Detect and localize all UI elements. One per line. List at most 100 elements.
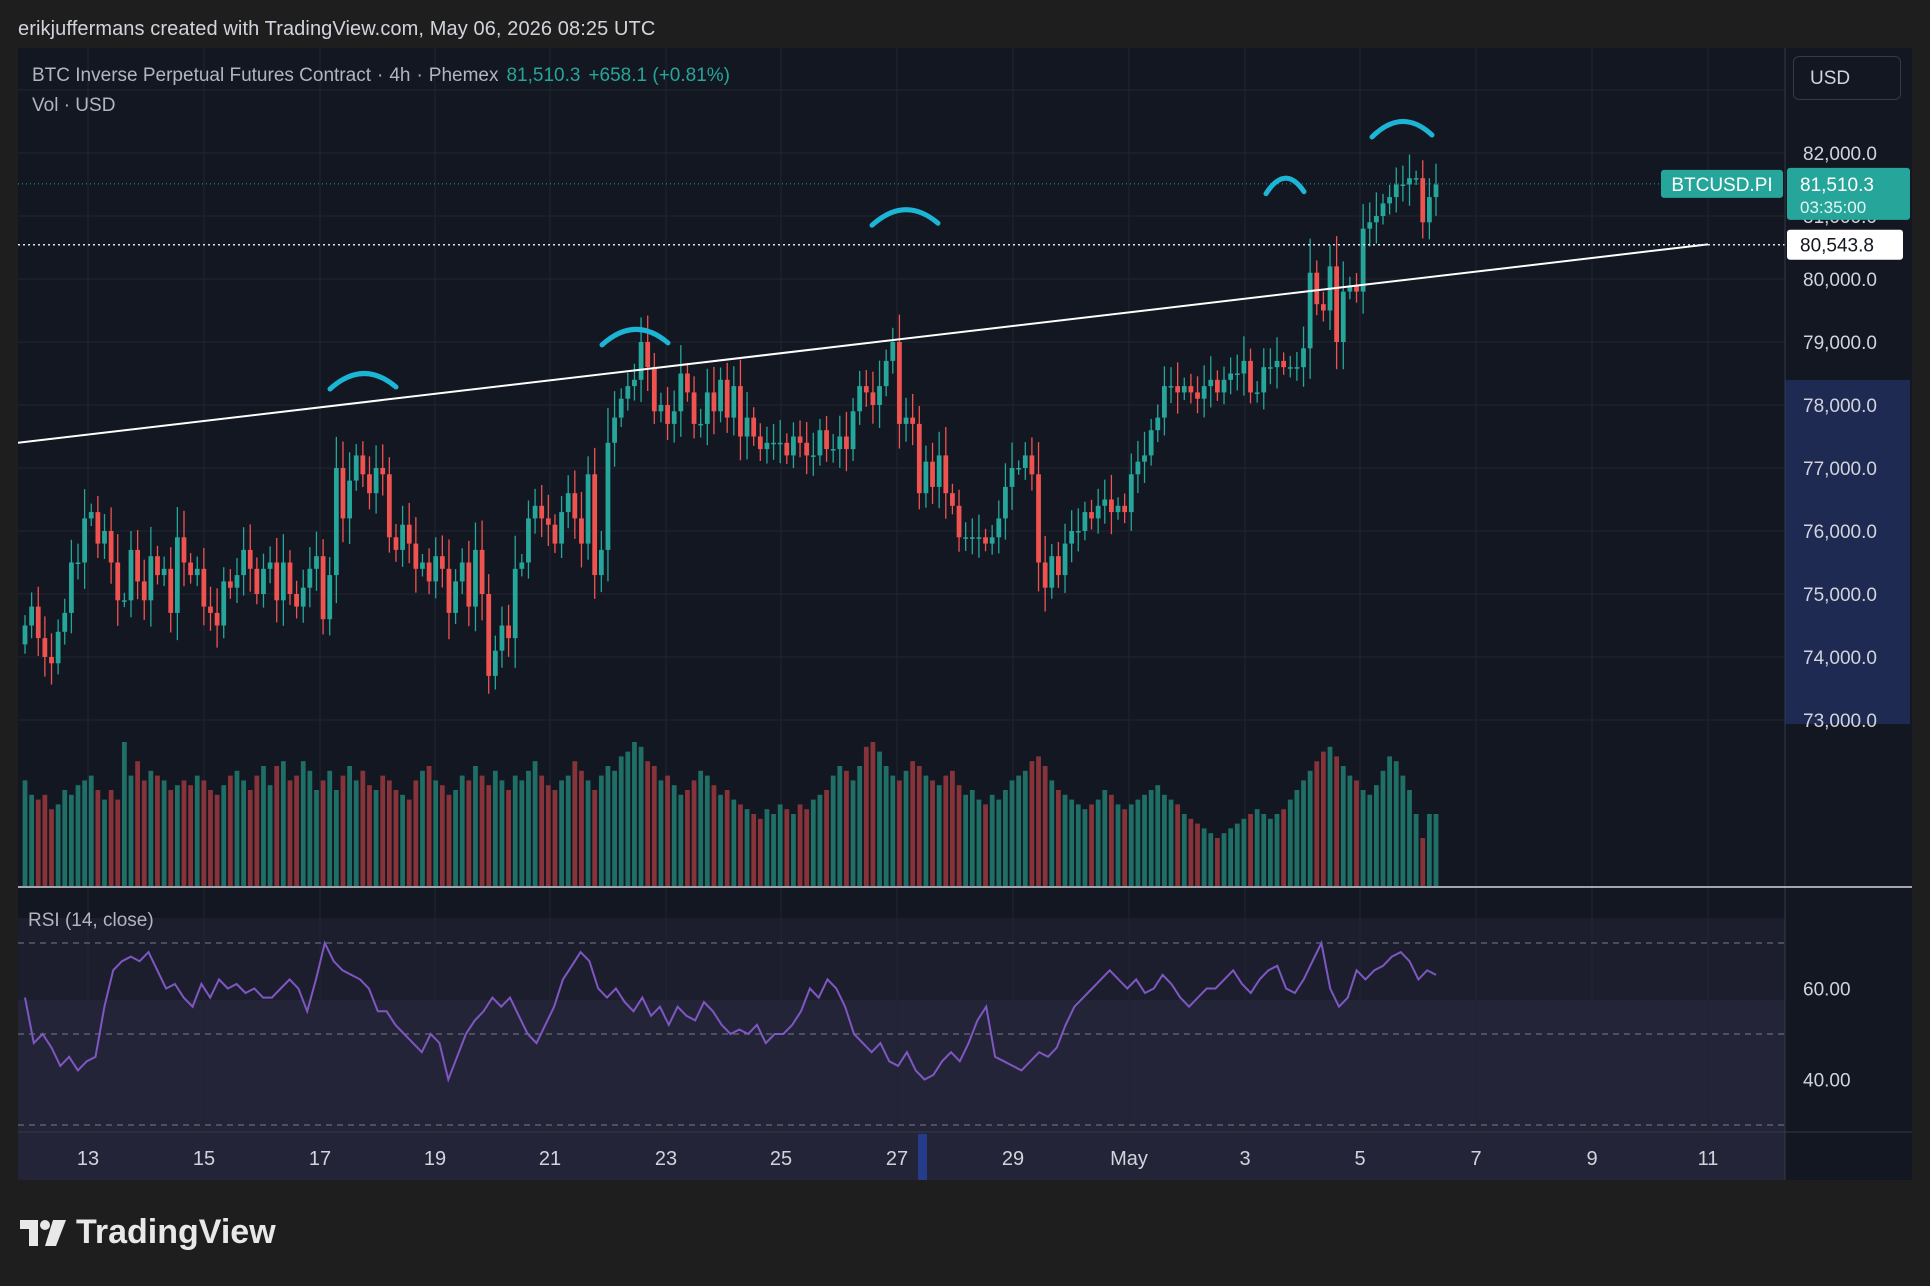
- candle-body: [930, 461, 935, 487]
- candle-body: [1162, 386, 1167, 418]
- volume-bar: [1062, 794, 1068, 886]
- candle-body: [1115, 505, 1121, 513]
- volume-bar: [1234, 823, 1240, 886]
- volume-bar: [1393, 761, 1399, 886]
- candle-body: [1228, 373, 1234, 380]
- candle-body: [956, 505, 962, 538]
- volume-bar: [685, 790, 690, 886]
- volume-bar: [976, 799, 982, 886]
- volume-bar: [1162, 794, 1167, 886]
- volume-bar: [757, 818, 763, 886]
- last-price-legend: 81,510.3: [506, 65, 581, 86]
- candle-body: [108, 531, 114, 563]
- chart-area[interactable]: 83,000.082,000.081,000.080,000.079,000.0…: [18, 48, 1912, 1180]
- volume-bar: [479, 775, 485, 886]
- candle-body: [367, 474, 372, 494]
- volume-bar: [1069, 799, 1075, 886]
- countdown-tag: 03:35:00: [1800, 198, 1866, 217]
- candle-body: [1128, 474, 1134, 513]
- currency-button[interactable]: USD: [1793, 56, 1901, 100]
- symbol-legend[interactable]: BTC Inverse Perpetual Futures Contract · 4…: [32, 65, 730, 86]
- interval-label[interactable]: 4h: [389, 65, 411, 86]
- candle-body: [393, 537, 399, 550]
- candle-body: [1347, 285, 1353, 292]
- candle-body: [1301, 348, 1306, 368]
- candle-body: [194, 568, 200, 576]
- tradingview-logo[interactable]: TradingView: [20, 1213, 276, 1252]
- volume-bar: [936, 785, 942, 886]
- volume-bar: [55, 804, 61, 886]
- volume-bar: [486, 785, 492, 886]
- volume-legend[interactable]: Vol · USD: [32, 95, 116, 116]
- time-range-marker: [918, 1134, 927, 1180]
- volume-bar: [135, 761, 140, 886]
- chart-canvas[interactable]: 83,000.082,000.081,000.080,000.079,000.0…: [18, 48, 1912, 1180]
- time-tick-label: 17: [309, 1148, 331, 1170]
- high-annotation-arc: [1263, 175, 1307, 197]
- candle-body: [592, 474, 598, 576]
- candle-body: [1373, 216, 1379, 223]
- candle-body: [585, 474, 591, 544]
- candle-body: [817, 430, 823, 456]
- price-change-legend: +658.1 (+0.81%): [588, 65, 730, 86]
- volume-bar: [49, 809, 54, 886]
- candle-body: [1062, 543, 1068, 576]
- candle-body: [1321, 304, 1326, 311]
- high-annotation-arc: [599, 326, 671, 348]
- volume-bar: [883, 766, 889, 886]
- volume-bar: [367, 785, 372, 886]
- volume-bar: [188, 785, 193, 886]
- candle-body: [1407, 178, 1412, 185]
- volume-bar: [1321, 751, 1326, 886]
- time-tick-label: 13: [77, 1148, 99, 1170]
- time-tick-label: 23: [655, 1148, 677, 1170]
- candle-body: [174, 537, 180, 613]
- volume-bar: [1241, 818, 1247, 886]
- candle-body: [923, 461, 929, 494]
- volume-bar: [996, 799, 1002, 886]
- volume-bar: [532, 761, 538, 886]
- volume-bar: [671, 785, 677, 886]
- candle-body: [824, 430, 829, 450]
- time-tick-label: 29: [1002, 1148, 1024, 1170]
- candle-body: [857, 386, 863, 412]
- candle-body: [1340, 291, 1346, 342]
- volume-bar: [956, 785, 962, 886]
- candle-body: [658, 405, 664, 412]
- candle-body: [420, 562, 425, 569]
- high-annotation-arc: [869, 207, 941, 228]
- rsi-legend[interactable]: RSI (14, close): [28, 910, 154, 931]
- candlestick-series[interactable]: [22, 154, 1439, 694]
- rsi-series: [24, 939, 1437, 1083]
- time-axis[interactable]: 13 15 17 19 21 23 25 27 29 May 3 5 7 9 11: [77, 1134, 1719, 1180]
- candle-body: [75, 562, 81, 564]
- volume-bar: [804, 809, 810, 886]
- volume-bar: [678, 794, 684, 886]
- candle-body: [969, 537, 975, 539]
- volume-bar: [850, 780, 856, 886]
- candle-body: [1334, 266, 1340, 342]
- candle-body: [685, 373, 690, 393]
- volume-bar: [1089, 804, 1094, 886]
- candle-body: [241, 549, 246, 576]
- level-tag: 80,543.8: [1800, 236, 1874, 257]
- candle-body: [406, 524, 412, 544]
- brand-name: TradingView: [76, 1213, 276, 1251]
- candle-body: [1274, 360, 1280, 368]
- candle-body: [837, 436, 843, 450]
- volume-bar: [1294, 790, 1300, 886]
- candle-body: [168, 568, 174, 613]
- symbol-tag: BTCUSD.PI: [1671, 175, 1772, 196]
- volume-bar: [35, 799, 41, 886]
- candle-body: [963, 537, 969, 539]
- candle-body: [1354, 285, 1359, 292]
- drawings[interactable]: [18, 119, 1785, 444]
- candle-body: [1215, 379, 1220, 393]
- symbol-name[interactable]: BTC Inverse Perpetual Futures Contract: [32, 65, 371, 86]
- candle-body: [227, 581, 233, 588]
- tradingview-logo-icon: [20, 1219, 66, 1246]
- volume-bar: [353, 780, 359, 886]
- volume-bar: [791, 814, 796, 886]
- candle-body: [1069, 531, 1075, 544]
- time-tick-label: 19: [424, 1148, 446, 1170]
